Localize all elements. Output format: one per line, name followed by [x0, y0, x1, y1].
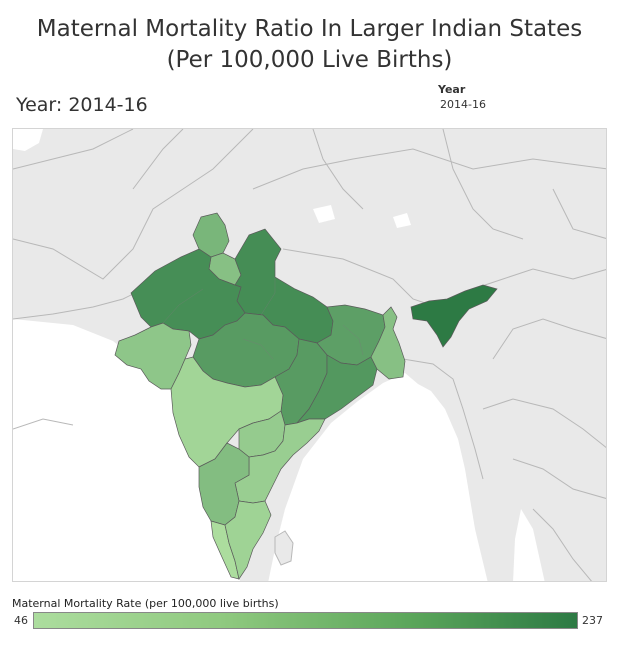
state-west-bengal[interactable] — [370, 306, 406, 380]
map-canvas — [13, 129, 606, 581]
states-layer — [114, 212, 498, 580]
state-odisha[interactable] — [295, 354, 378, 424]
legend-title: Maternal Mortality Rate (per 100,000 liv… — [12, 597, 279, 610]
year-filter[interactable]: Year 2014-16 — [438, 83, 486, 111]
sri-lanka — [274, 530, 294, 566]
year-filter-label: Year — [438, 83, 466, 96]
title-line-1: Maternal Mortality Ratio In Larger India… — [36, 16, 583, 42]
country-borders — [13, 129, 606, 581]
year-display: Year: 2014-16 — [16, 94, 148, 116]
year-filter-value[interactable]: 2014-16 — [440, 98, 486, 111]
india-map[interactable] — [12, 128, 607, 582]
sea-areas — [13, 129, 545, 581]
state-karnataka[interactable] — [198, 442, 250, 526]
state-tamil-nadu[interactable] — [224, 500, 272, 580]
state-maharashtra[interactable] — [170, 356, 284, 468]
legend-color-ramp — [33, 612, 578, 629]
district-lines — [162, 277, 364, 360]
legend-min-value: 46 — [14, 614, 28, 627]
title-line-2: (Per 100,000 Live Births) — [166, 47, 453, 73]
state-assam[interactable] — [410, 284, 498, 348]
legend-max-value: 237 — [582, 614, 603, 627]
chart-title: Maternal Mortality Ratio In Larger India… — [0, 14, 619, 76]
